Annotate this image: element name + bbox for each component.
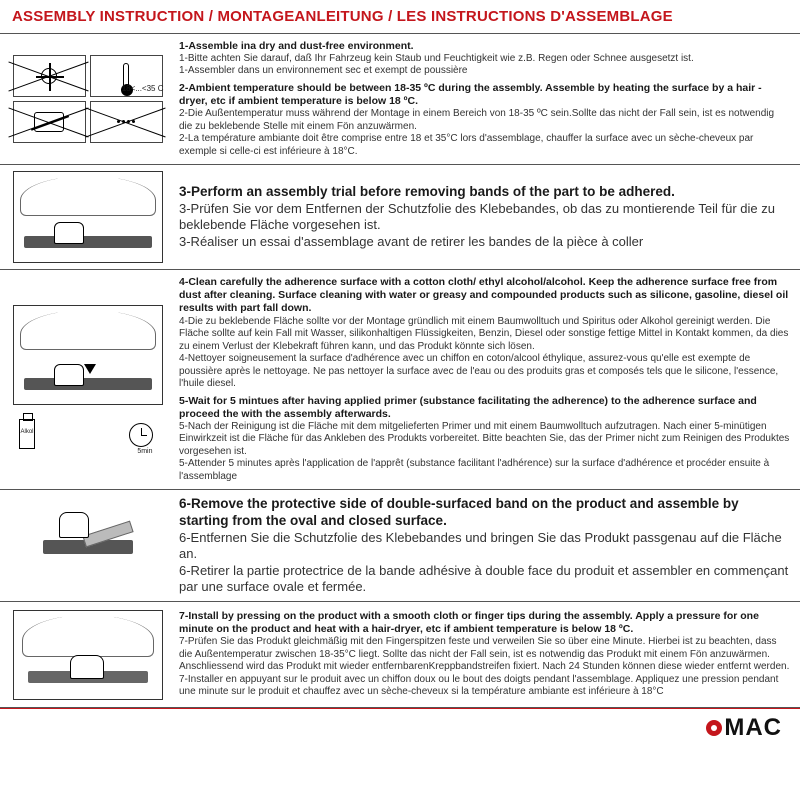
press-install-icon (13, 610, 163, 700)
clock-icon (129, 423, 153, 447)
step-row-4: 6-Remove the protective side of double-s… (0, 490, 800, 602)
logo-dot-icon (706, 720, 722, 736)
trial-fit-icon (13, 171, 163, 263)
step1-text: 1-Assemble ina dry and dust-free environ… (175, 34, 800, 164)
step-row-2: 3-Perform an assembly trial before remov… (0, 165, 800, 270)
step4-5-text: 4-Clean carefully the adherence surface … (175, 270, 800, 489)
peel-film-icon (13, 506, 163, 586)
step7-text: 7-Install by pressing on the product wit… (175, 602, 800, 707)
step-5: 5-Wait for 5 mintues after having applie… (179, 395, 790, 484)
step6-text: 6-Remove the protective side of double-s… (175, 490, 800, 601)
step-row-3: Alkol 5min 4-Clean carefully the adheren… (0, 270, 800, 490)
temperature-range-label: 18<...<35 C (122, 84, 164, 94)
step-row-5: 7-Install by pressing on the product wit… (0, 602, 800, 708)
step-2: 2-Ambient temperature should be between … (179, 82, 790, 158)
cleaning-icon (13, 305, 163, 405)
no-dust-icon (90, 101, 163, 143)
step-4: 4-Clean carefully the adherence surface … (179, 276, 790, 390)
step-1: 1-Assemble ina dry and dust-free environ… (179, 40, 790, 78)
step-7: 7-Install by pressing on the product wit… (179, 610, 790, 699)
step3-icon (0, 165, 175, 269)
step4-5-icons: Alkol 5min (0, 270, 175, 489)
thermometer-icon: 18<...<35 C (90, 55, 163, 97)
step7-icon (0, 602, 175, 707)
no-water-icon (13, 101, 86, 143)
footer: MAC (0, 708, 800, 745)
step-3: 3-Perform an assembly trial before remov… (179, 184, 790, 250)
logo-text: MAC (724, 713, 782, 743)
bottle-label: Alkol (21, 429, 34, 437)
step1-icons: 18<...<35 C (0, 34, 175, 164)
sun-icon (13, 55, 86, 97)
page-title: ASSEMBLY INSTRUCTION / MONTAGEANLEITUNG … (0, 0, 800, 34)
step-6: 6-Remove the protective side of double-s… (179, 496, 790, 595)
wait-time-label: 5min (137, 448, 152, 457)
brand-logo: MAC (706, 713, 782, 743)
step-row-1: 18<...<35 C 1-Assemble ina dry and dust-… (0, 34, 800, 165)
step3-text: 3-Perform an assembly trial before remov… (175, 165, 800, 269)
instruction-sheet: ASSEMBLY INSTRUCTION / MONTAGEANLEITUNG … (0, 0, 800, 800)
step6-icon (0, 490, 175, 601)
